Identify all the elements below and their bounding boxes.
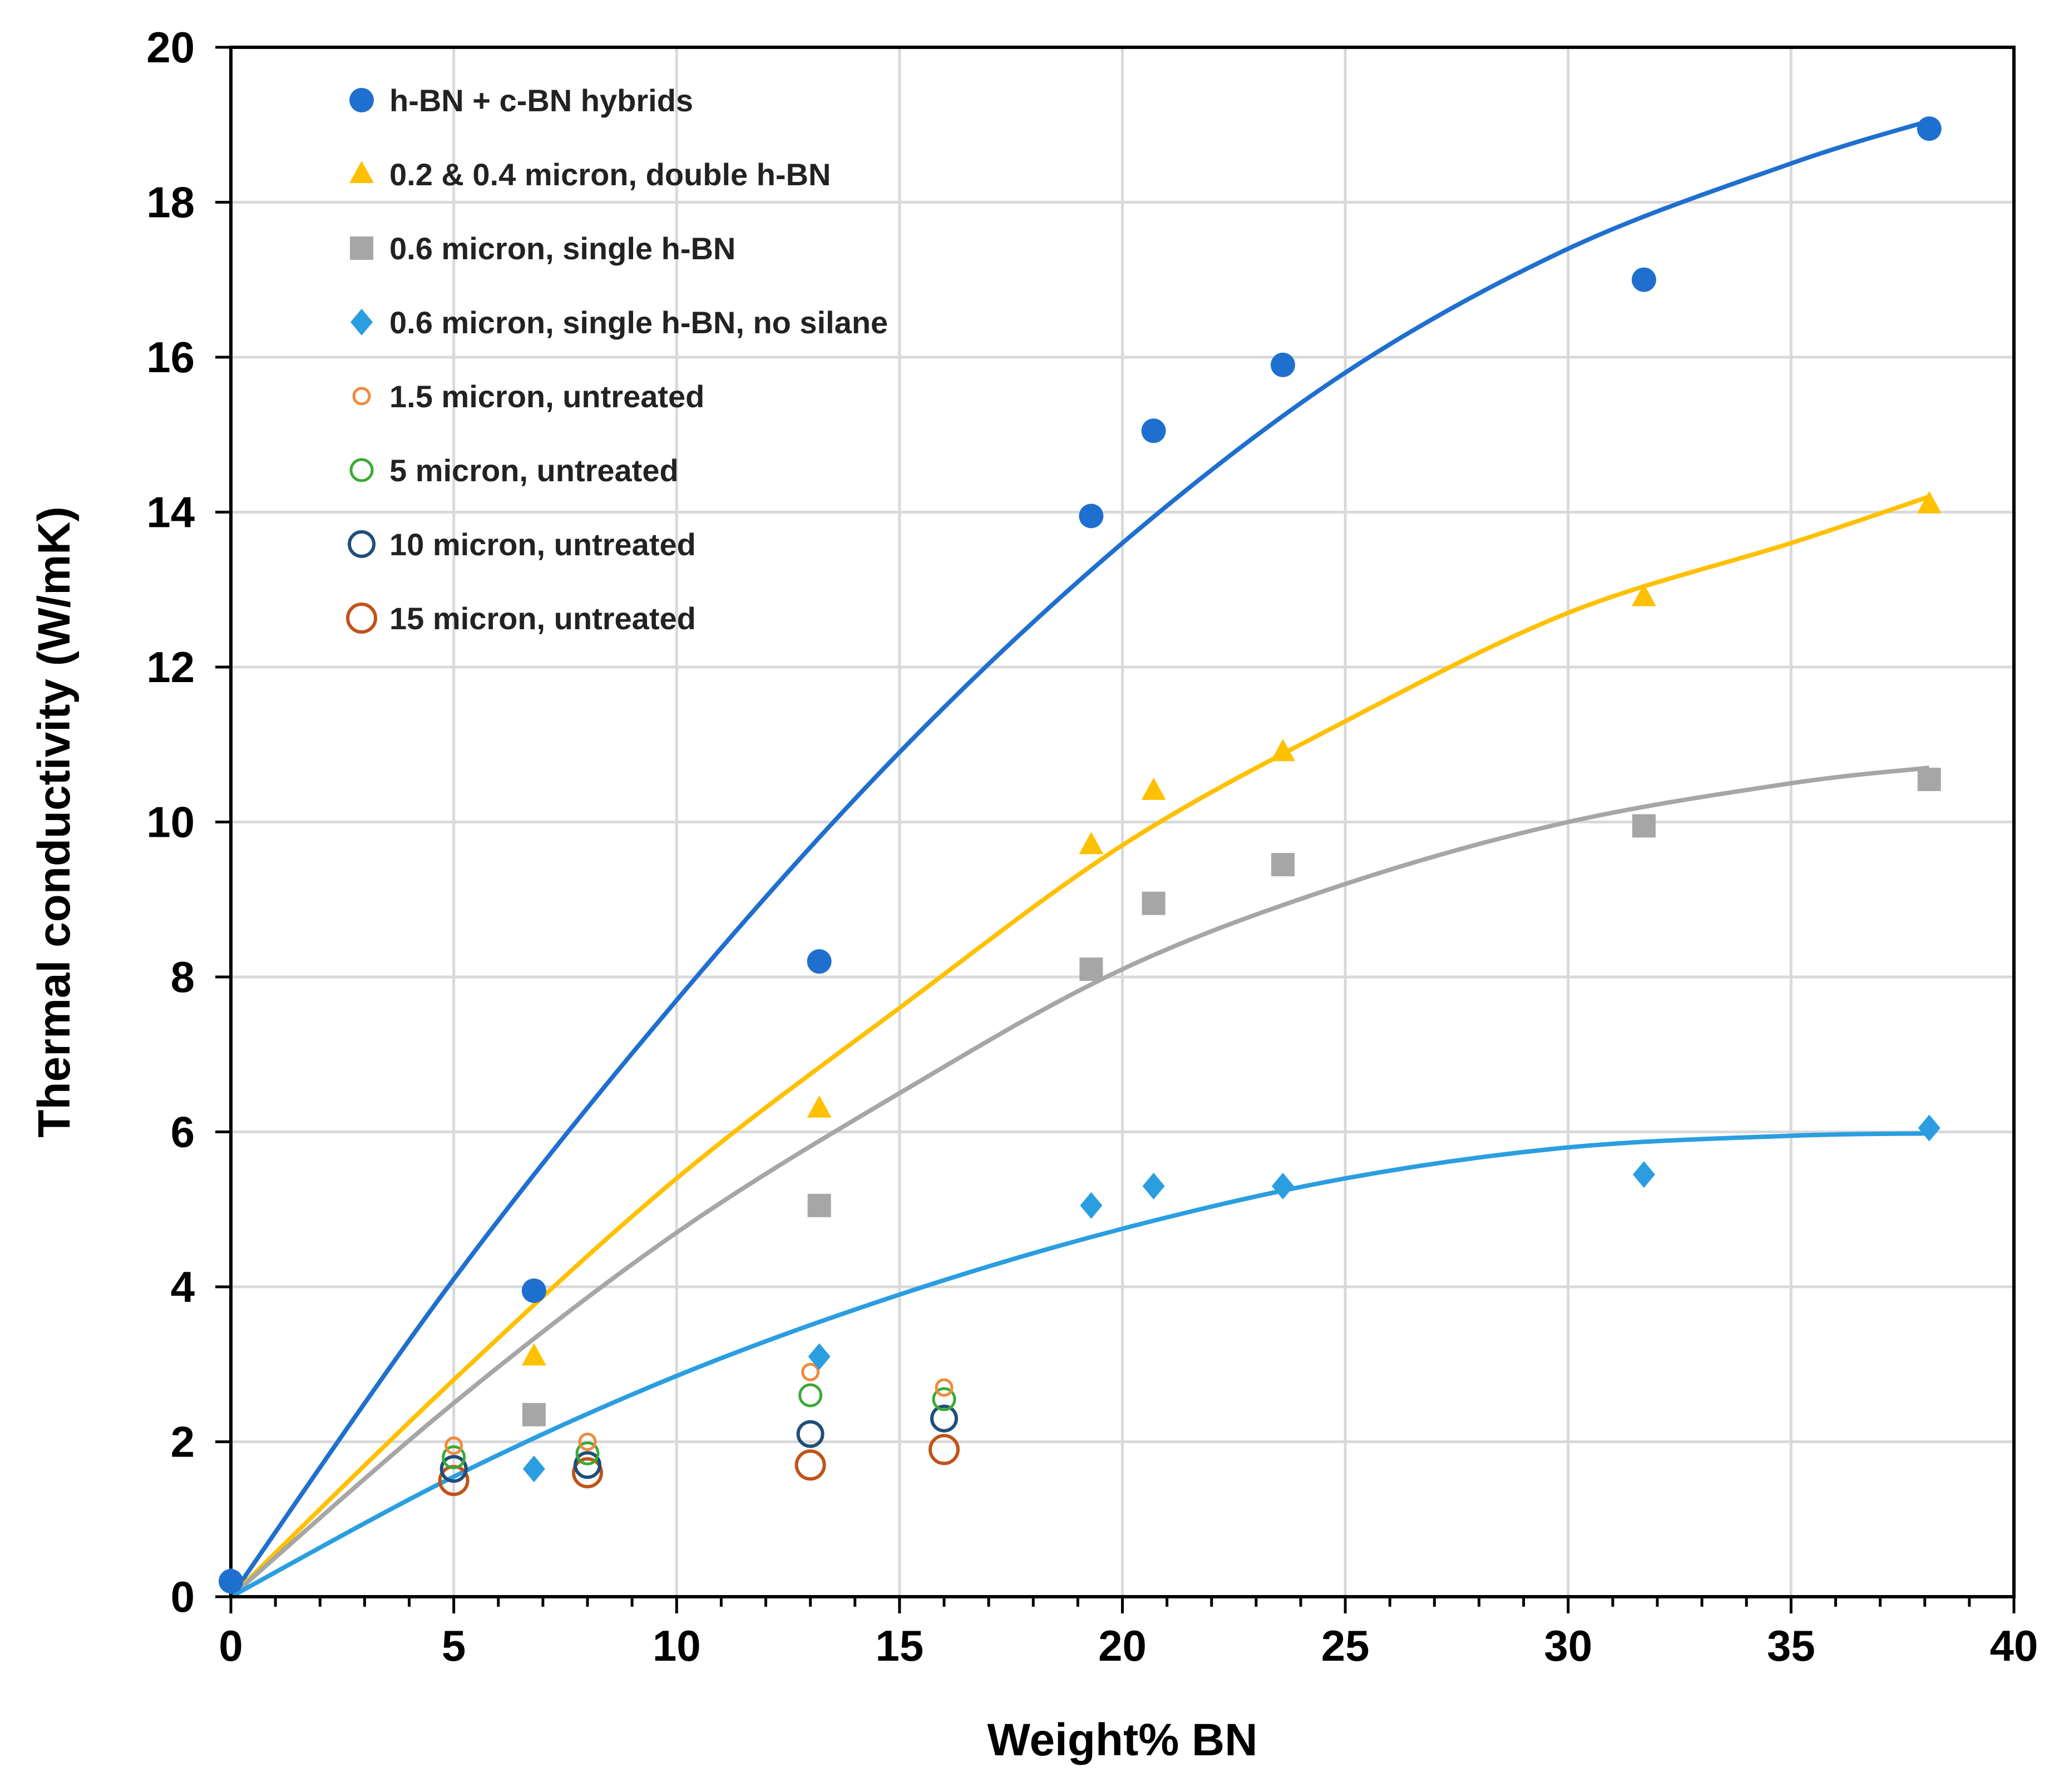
data-point (1270, 739, 1295, 762)
y-tick-label: 12 (146, 643, 195, 692)
data-point (1631, 267, 1656, 292)
data-point (807, 1193, 831, 1217)
data-point (794, 1449, 826, 1481)
data-point (575, 1441, 600, 1465)
tick-labels: 0 5 10 15 20 25 30 35 40 0 2 4 6 8 10 12 14 16 18 20 (146, 23, 2038, 1670)
x-tick-label: 0 (219, 1621, 243, 1670)
y-tick-label: 20 (146, 23, 195, 72)
data-point (807, 949, 832, 974)
legend-marker (352, 387, 371, 406)
x-tick-label: 10 (653, 1621, 701, 1670)
data-point (808, 1343, 831, 1370)
y-tick-label: 6 (171, 1108, 195, 1157)
trendline (230, 1131, 1929, 1599)
legend-label: 10 micron, untreated (389, 527, 696, 562)
data-point (807, 1095, 832, 1118)
legend-label: 0.2 & 0.4 micron, double h-BN (389, 157, 831, 192)
data-point (521, 1278, 546, 1303)
legend-marker (350, 309, 373, 335)
x-tick-label: 35 (1767, 1621, 1815, 1670)
data-point (574, 1451, 601, 1479)
data-point (578, 1433, 597, 1451)
data-point (798, 1383, 823, 1408)
data-point (522, 1403, 546, 1426)
data-point (1270, 352, 1295, 377)
y-axis-title: Thermal conductivity (W/mK) (29, 506, 80, 1137)
y-tick-label: 2 (171, 1418, 195, 1467)
trendlines (229, 119, 1930, 1599)
trendline (229, 766, 1930, 1599)
data-point (796, 1420, 824, 1448)
data-point (1079, 503, 1104, 529)
y-tick-label: 4 (171, 1262, 195, 1311)
data-point (521, 1343, 546, 1366)
y-tick-label: 0 (171, 1572, 195, 1621)
legend-label: 0.6 micron, single h-BN (389, 231, 735, 266)
y-tick-label: 16 (146, 333, 195, 382)
data-point (1141, 418, 1166, 443)
data-points (219, 116, 1942, 1595)
legend: h-BN + c-BN hybrids 0.2 & 0.4 micron, dou… (346, 83, 888, 636)
trendline (229, 494, 1930, 1598)
data-point (1142, 1172, 1165, 1199)
data-point (935, 1378, 954, 1397)
x-tick-label: 15 (875, 1621, 924, 1670)
trendline (229, 119, 1930, 1598)
y-tick-label: 8 (171, 952, 195, 1001)
y-tick-label: 14 (146, 488, 195, 537)
legend-marker (346, 603, 377, 634)
data-point (1917, 767, 1941, 791)
y-tick-label: 10 (146, 798, 195, 847)
legend-marker (349, 161, 374, 183)
x-tick-label: 20 (1098, 1621, 1147, 1670)
data-point (219, 1569, 243, 1594)
data-point (1080, 1192, 1103, 1219)
data-point (1271, 853, 1295, 877)
legend-label: 1.5 micron, untreated (389, 379, 704, 414)
data-point (1631, 584, 1656, 606)
legend-label: 0.6 micron, single h-BN, no silane (389, 305, 888, 340)
data-point (801, 1362, 820, 1381)
x-tick-label: 30 (1544, 1621, 1592, 1670)
axis-ticks (215, 46, 2016, 1613)
data-point (1079, 832, 1104, 855)
data-point (1917, 116, 1942, 141)
legend-marker (350, 236, 373, 260)
y-tick-label: 18 (146, 178, 195, 227)
data-point (930, 1404, 958, 1433)
data-point (929, 1434, 960, 1465)
data-point (1918, 1114, 1940, 1142)
x-axis-title: Weight% BN (987, 1715, 1258, 1765)
data-point (440, 1455, 468, 1483)
data-point (1142, 891, 1166, 915)
data-point (522, 1455, 545, 1483)
legend-label: 15 micron, untreated (389, 601, 696, 636)
data-point (1632, 1161, 1655, 1188)
data-point (1079, 957, 1103, 981)
data-point (572, 1457, 603, 1489)
data-point (1271, 1172, 1294, 1199)
x-tick-label: 5 (442, 1621, 466, 1670)
legend-marker (349, 88, 374, 112)
legend-label: h-BN + c-BN hybrids (389, 83, 693, 118)
data-point (1917, 491, 1942, 514)
data-point (1141, 777, 1166, 800)
data-point (1632, 814, 1656, 838)
data-point (445, 1436, 463, 1455)
data-point (442, 1445, 466, 1469)
legend-label: 5 micron, untreated (389, 453, 679, 488)
data-point (932, 1387, 956, 1411)
x-tick-label: 40 (1990, 1621, 2038, 1670)
legend-marker (348, 530, 376, 558)
legend-marker (349, 458, 374, 482)
x-tick-label: 25 (1321, 1621, 1370, 1670)
